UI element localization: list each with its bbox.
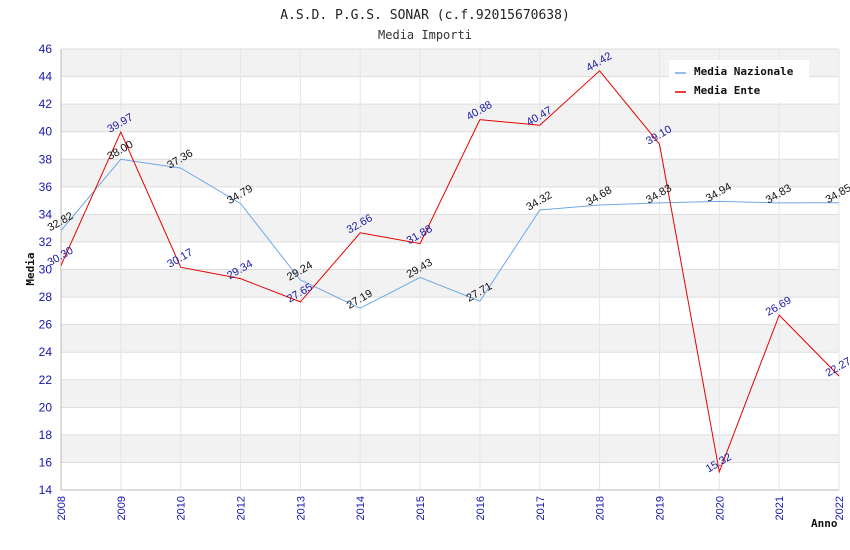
- grid-band: [61, 241, 839, 270]
- y-tick-label: 42: [39, 97, 53, 111]
- x-tick-label: 2021: [774, 496, 786, 520]
- y-tick-label: 14: [39, 483, 53, 497]
- y-tick-label: 46: [39, 42, 53, 56]
- legend-label-nazionale: Media Nazionale: [694, 65, 794, 78]
- grid-band: [61, 379, 839, 408]
- grid-band: [61, 324, 839, 353]
- y-tick-label: 32: [39, 235, 53, 249]
- y-axis-label: Media: [24, 252, 37, 285]
- y-tick-label: 30: [39, 263, 53, 277]
- legend: Media Nazionale Media Ente: [669, 60, 809, 102]
- y-tick-label: 28: [39, 290, 53, 304]
- y-tick-label: 34: [39, 207, 53, 221]
- grid-band: [61, 297, 839, 325]
- x-tick-label: 2020: [714, 496, 726, 520]
- y-tick-label: 16: [39, 455, 53, 469]
- axes: [60, 49, 839, 491]
- grid-band: [61, 104, 839, 132]
- x-tick-label: 2018: [595, 496, 607, 520]
- grid-band: [61, 434, 839, 463]
- y-tick-label: 36: [39, 180, 53, 194]
- x-tick-labels: 2008 2009 2010 2012 2013 2014 2015 2016 2017 2018…: [56, 496, 846, 520]
- y-tick-label: 20: [39, 400, 53, 414]
- x-tick-label: 2010: [176, 496, 188, 520]
- x-axis-label: Anno: [811, 517, 838, 530]
- x-tick-label: 2015: [415, 496, 427, 520]
- x-tick-label: 2017: [535, 496, 547, 520]
- y-tick-label: 38: [39, 152, 53, 166]
- y-tick-label: 44: [39, 70, 53, 84]
- series-line-ente: [60, 70, 840, 474]
- grid-band: [61, 186, 839, 215]
- legend-box: [669, 60, 809, 102]
- x-tick-label: 2016: [475, 496, 487, 520]
- x-tick-label: 2014: [355, 496, 367, 520]
- grid-band: [61, 462, 839, 490]
- grid-bands: [61, 49, 839, 490]
- chart-subtitle: Media Importi: [378, 28, 472, 42]
- y-tick-label: 22: [39, 373, 53, 387]
- grid-band: [61, 214, 839, 242]
- y-tick-label: 18: [39, 428, 53, 442]
- x-tick-label: 2022: [834, 496, 846, 520]
- y-tick-label: 24: [39, 345, 53, 359]
- chart-title: A.S.D. P.G.S. SONAR (c.f.92015670638): [280, 8, 570, 23]
- grid-band: [61, 352, 839, 380]
- y-tick-label: 26: [39, 318, 53, 332]
- grid-band: [61, 131, 839, 160]
- y-tick-labels: 14 16 18 20 22 24 26 28 30 32 34 36 38 40 42 44 46: [39, 42, 53, 497]
- y-tick-label: 40: [39, 125, 53, 139]
- x-tick-label: 2019: [654, 496, 666, 520]
- legend-label-ente: Media Ente: [694, 84, 761, 97]
- grid-band: [61, 407, 839, 435]
- x-tick-label: 2013: [295, 496, 307, 520]
- series: [60, 70, 840, 474]
- x-tick-label: 2012: [236, 496, 248, 520]
- x-tick-label: 2009: [116, 496, 128, 520]
- grid-band: [61, 269, 839, 298]
- series-line-nazionale: [60, 158, 840, 309]
- x-tick-label: 2008: [56, 496, 68, 520]
